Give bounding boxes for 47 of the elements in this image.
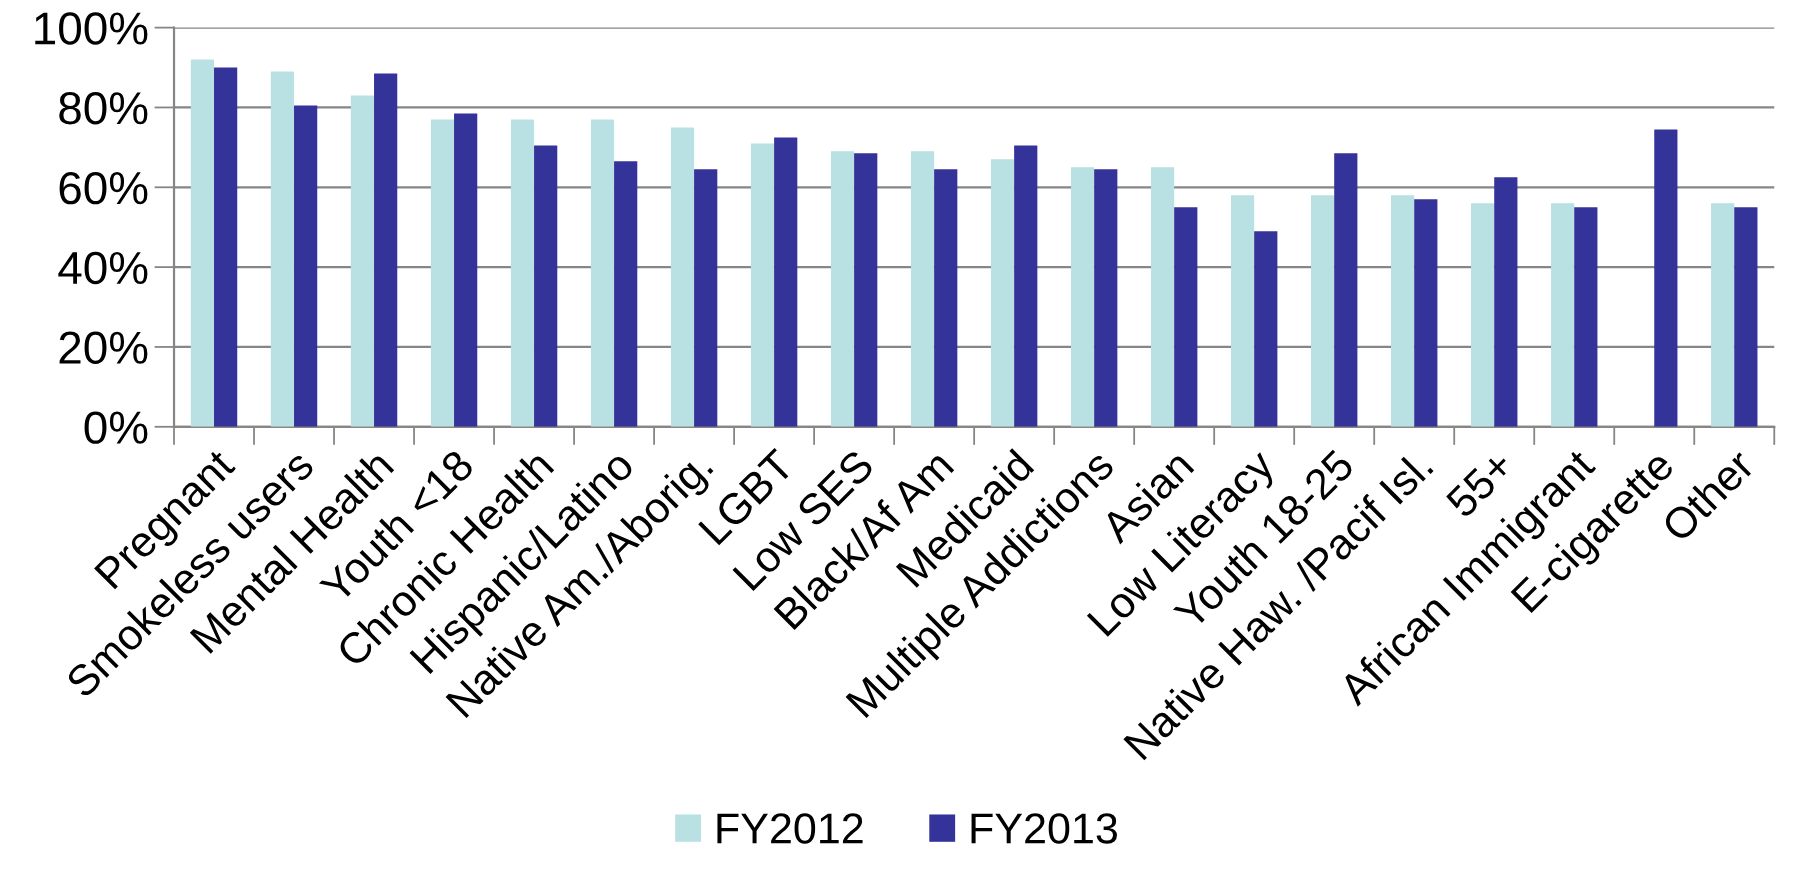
bar [1391, 195, 1415, 427]
y-tick-label: 80% [59, 92, 148, 125]
y-tick-label: 0% [84, 411, 148, 444]
legend-label: FY2013 [971, 813, 1117, 844]
bar [750, 143, 775, 427]
bar [374, 73, 398, 427]
bar [534, 145, 558, 427]
bar [1254, 231, 1278, 427]
bar [670, 127, 695, 427]
bar [1654, 129, 1678, 427]
y-tick-label: 60% [59, 171, 148, 205]
bar [510, 119, 535, 427]
bar [1014, 145, 1038, 427]
bar [1310, 195, 1335, 427]
bar [1414, 199, 1438, 427]
bar [350, 95, 375, 427]
bar [1094, 169, 1118, 427]
bar [1150, 167, 1175, 427]
bar [1070, 167, 1095, 427]
bar [430, 119, 455, 427]
bar [854, 153, 878, 427]
bar [1471, 203, 1495, 427]
bar [270, 71, 295, 427]
bar [190, 59, 215, 427]
bar [1711, 203, 1735, 427]
bar [614, 161, 638, 427]
bar [214, 67, 238, 427]
bar [830, 151, 855, 427]
y-tick-label: 40% [58, 251, 148, 285]
bar [1174, 207, 1198, 427]
bar [1574, 207, 1598, 427]
bar [910, 151, 935, 427]
bar [1230, 195, 1255, 427]
bar [1334, 153, 1358, 427]
bar [590, 119, 615, 427]
y-tick-label: 20% [59, 331, 148, 365]
bar [774, 137, 798, 427]
bar [294, 105, 318, 427]
bar [454, 113, 478, 427]
bar [1494, 177, 1518, 427]
bar [934, 169, 958, 427]
bar [1551, 203, 1575, 427]
bar [1734, 207, 1758, 427]
bar [990, 159, 1015, 427]
legend-label: FY2012 [717, 813, 863, 844]
y-tick-label: 100% [35, 12, 148, 45]
bar [694, 169, 718, 427]
